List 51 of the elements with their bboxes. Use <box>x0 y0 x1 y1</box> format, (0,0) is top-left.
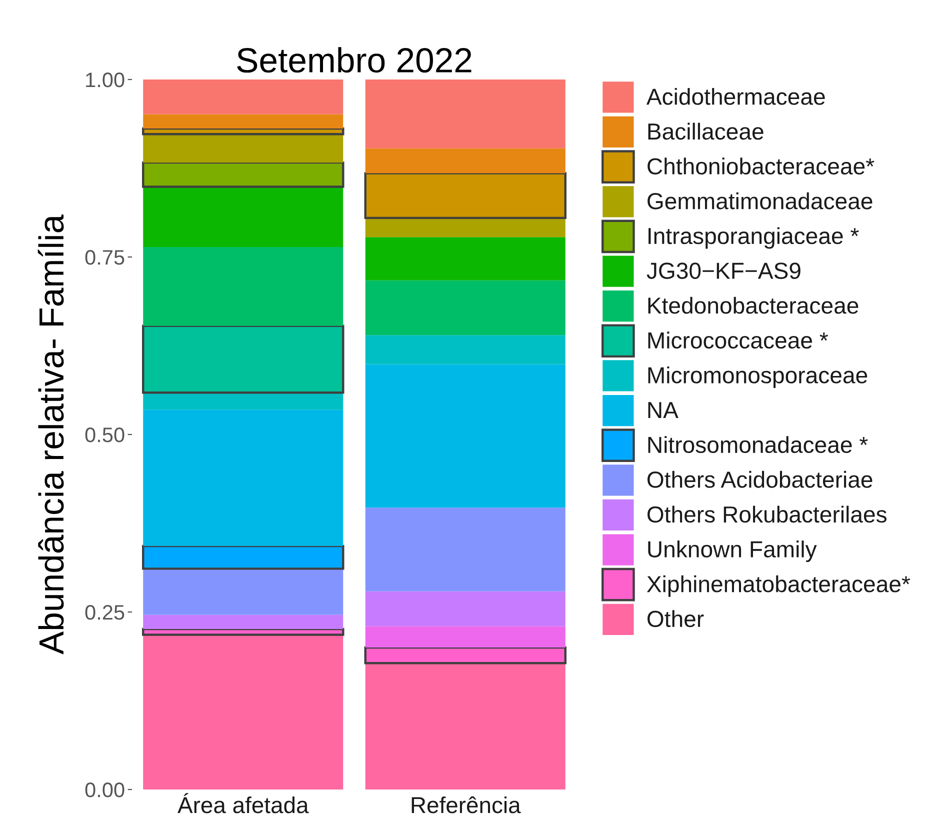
bar <box>143 634 344 790</box>
legend-label: Gemmatimonadaceae <box>648 192 872 210</box>
legend-label: Acidothermaceae <box>646 88 825 105</box>
bar <box>143 114 344 128</box>
y-tick-label: 0.25 <box>85 605 124 620</box>
bar <box>142 324 344 394</box>
legend-label: Micromonosporaceae <box>648 366 868 388</box>
bar <box>365 218 566 238</box>
y-tick-label: 0.00 <box>85 782 124 798</box>
bar <box>143 134 344 163</box>
bar <box>365 508 566 592</box>
bar <box>365 335 566 364</box>
bar <box>365 364 566 508</box>
x-tick-label: Área afetada <box>178 793 309 814</box>
y-tick-label: 0.50 <box>85 428 124 442</box>
legend-label: Others Acidobacteriae <box>648 470 872 488</box>
legend-label: Ktedonobacteraceae <box>648 296 858 314</box>
y-tick-label: 0.75 <box>85 250 124 265</box>
legend-label: Nitrosomonadaceae * <box>648 436 868 454</box>
legend-label: Micrococcaceae * <box>648 332 828 349</box>
legend-label: Chthoniobacteraceae* <box>648 158 874 175</box>
legend-label: NA <box>648 402 678 418</box>
legend-label: Other <box>648 610 704 628</box>
legend-label: Intrasporangiaceae * <box>648 227 859 249</box>
bar <box>365 80 566 148</box>
bar <box>143 392 344 410</box>
bar <box>364 172 566 220</box>
legend-label: Unknown Family <box>648 540 817 562</box>
bar <box>365 148 566 174</box>
chart-title: Setembro 2022 <box>237 47 472 73</box>
bar <box>143 80 344 114</box>
bar <box>365 663 566 790</box>
bar <box>365 237 566 280</box>
bar <box>365 626 566 648</box>
y-tick-label: 1.00 <box>86 72 124 88</box>
y-axis-title: Abundância relativa- Família <box>38 214 64 654</box>
legend-label: Bacillaceae <box>648 122 764 140</box>
bar <box>143 568 344 615</box>
x-tick-label: Referência <box>412 796 521 814</box>
bar <box>142 544 344 570</box>
bar <box>364 646 566 664</box>
legend-label: JG30−KF−AS9 <box>646 262 800 279</box>
bar <box>143 614 344 630</box>
bar <box>143 247 344 326</box>
legend-label: Others Rokubacterilaes <box>648 506 886 523</box>
bar <box>142 161 344 188</box>
bar <box>365 280 566 336</box>
bar <box>143 410 344 546</box>
legend-label: Xiphinematobacteraceae* <box>646 575 910 597</box>
bar <box>143 186 344 248</box>
bar <box>365 591 566 626</box>
